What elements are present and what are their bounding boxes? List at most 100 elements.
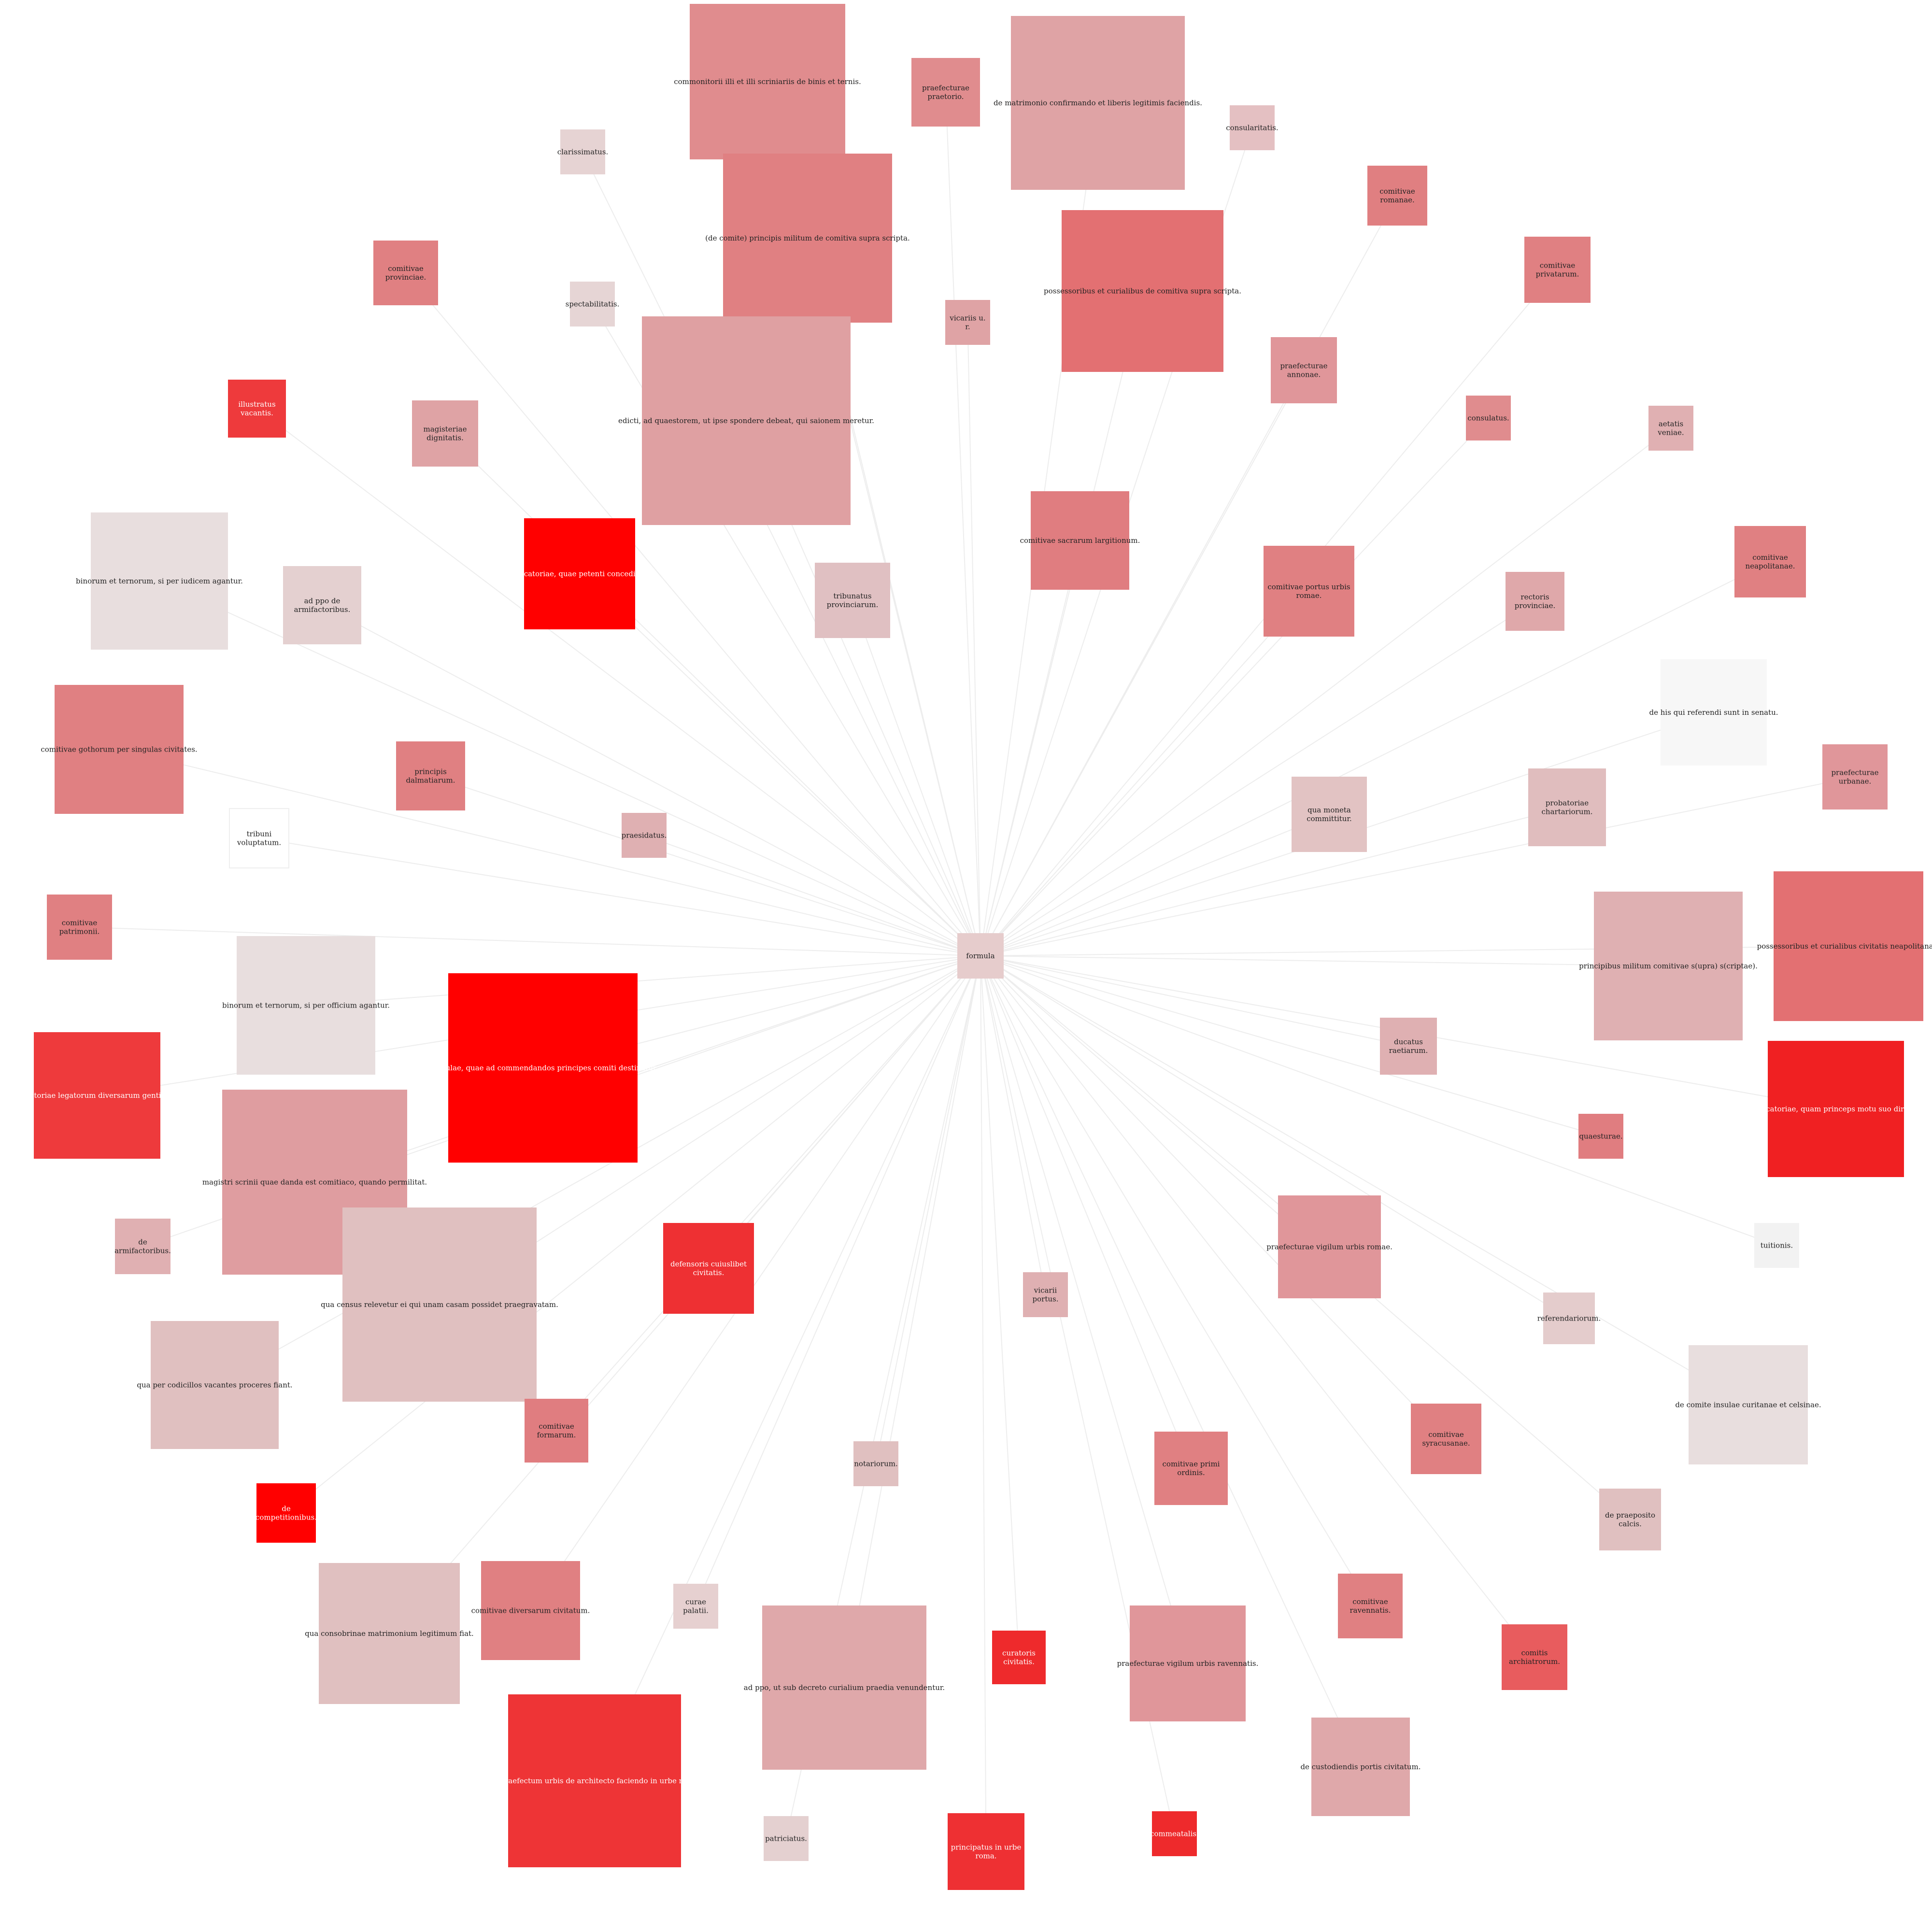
node-box xyxy=(673,1584,718,1629)
node-label: qua consobrinae matrimonium legitimum fi… xyxy=(305,1629,474,1638)
node-box xyxy=(1023,1272,1068,1317)
node-label: de his qui referendi sunt in senatu. xyxy=(1649,708,1778,717)
node-aetatis: aetatis veniae. xyxy=(1648,406,1693,451)
node-magisteriae: magisteriae dignitatis. xyxy=(412,400,478,467)
edge-formula-to-comit-syracusanae xyxy=(980,955,1447,1439)
node-label: comitivae diversarum civitatum. xyxy=(471,1606,590,1615)
node-box xyxy=(992,1631,1046,1684)
node-qua-census: qua census relevetur ei qui unam casam p… xyxy=(321,1208,558,1402)
node-label: comitivae sacrarum largitionum. xyxy=(1020,536,1140,545)
node-praef-vigilum-ravennatis: praefecturae vigilum urbis ravennatis. xyxy=(1117,1605,1258,1721)
node-box xyxy=(256,1483,316,1543)
node-box xyxy=(1152,1811,1197,1856)
edge-formula-to-comit-neapolitanae xyxy=(980,561,1771,956)
edge-formula-to-comit-primi-ordinis xyxy=(980,955,1192,1469)
edge-formula-to-praef-annonae xyxy=(980,370,1305,956)
node-box xyxy=(283,566,361,644)
node-box xyxy=(853,1441,898,1486)
node-box xyxy=(1648,406,1693,451)
edge-formula-to-principis-dalmatiarum xyxy=(430,775,981,956)
edge-formula-to-comit-provinciae xyxy=(405,272,981,956)
edge-formula-to-de-custodiendis xyxy=(980,955,1361,1767)
node-de-praeposito-calcis: de praeposito calcis. xyxy=(1599,1489,1661,1550)
node-label: principatus in urbe roma. xyxy=(951,1843,1022,1861)
node-comit-ravennatis: comitivae ravennatis. xyxy=(1338,1574,1403,1638)
node-label: comitivae formarum. xyxy=(537,1422,576,1439)
edge-formula-to-praef-vigilum-romae xyxy=(980,955,1330,1248)
node-box xyxy=(1411,1404,1481,1474)
node-de-comite-insulae: de comite insulae curitanae et celsinae. xyxy=(1675,1345,1821,1464)
node-label: evocatoriae, quae petenti conceditur. xyxy=(511,569,648,578)
node-principibus-militum: principibus militum comitivae s(upra) s(… xyxy=(1579,892,1758,1040)
edge-formula-to-ad-ppo-armif xyxy=(322,605,981,956)
node-label: magistri scrinii quae danda est comitiac… xyxy=(202,1178,427,1187)
node-label: illustratus vacantis. xyxy=(238,400,275,417)
center-node-box xyxy=(957,933,1004,979)
node-label: qua census relevetur ei qui unam casam p… xyxy=(321,1300,558,1309)
center-node-formula: formula xyxy=(957,933,1004,979)
node-label: comitivae portus urbis romae. xyxy=(1267,582,1350,600)
node-label: spectabilitatis. xyxy=(566,300,620,309)
node-label: de matrimonio confirmando et liberis leg… xyxy=(994,99,1202,107)
node-possessoribus-neapolitanae: possessoribus et curialibus civitatis ne… xyxy=(1757,871,1932,1021)
node-comit-portus: comitivae portus urbis romae. xyxy=(1264,546,1354,637)
node-consulatus: consulatus. xyxy=(1466,396,1511,440)
node-label: ad praefectum urbis de architecto facien… xyxy=(489,1776,700,1785)
node-layer: commonitorii illi et illi scriniariis de… xyxy=(19,4,1932,1890)
edge-formula-to-consulatus xyxy=(980,417,1489,956)
node-label: rectoris provinciae. xyxy=(1515,593,1556,610)
node-box xyxy=(1062,210,1223,372)
node-defensoris: defensoris cuiuslibet civitatis. xyxy=(663,1223,754,1314)
edge-formula-to-probatoriae xyxy=(980,807,1567,956)
node-label: praefecturae praetorio. xyxy=(922,84,969,101)
node-label: vicarii portus. xyxy=(1033,1286,1059,1304)
node-label: comitivae neapolitanae. xyxy=(1746,553,1795,570)
node-label: de custodiendis portis civitatum. xyxy=(1300,1762,1421,1771)
node-label: referendariorum. xyxy=(1537,1314,1601,1323)
node-label: probatoriae chartariorum. xyxy=(1542,799,1593,816)
node-label: comitivae privatarum. xyxy=(1536,261,1579,279)
node-box xyxy=(34,1032,160,1159)
node-label: (de comite) principis militum de comitiv… xyxy=(705,234,910,242)
node-label: patriciatus. xyxy=(765,1834,807,1843)
node-box xyxy=(1011,16,1185,190)
node-label: principis dalmatiarum. xyxy=(406,767,455,785)
node-tractoriae: tractoriae legatorum diversarum gentium. xyxy=(19,1032,175,1159)
node-box xyxy=(1292,777,1367,852)
node-label: de competitionibus. xyxy=(256,1505,317,1522)
node-box xyxy=(115,1219,170,1274)
node-de-custodiendis: de custodiendis portis civitatum. xyxy=(1300,1718,1421,1816)
edge-formula-to-quaesturae xyxy=(980,955,1601,1137)
edge-formula-to-vicariis-ur xyxy=(967,322,981,956)
node-label: tractoriae legatorum diversarum gentium. xyxy=(19,1091,175,1100)
node-vicariis-ur: vicariis u. r. xyxy=(945,300,990,345)
node-label: qua moneta committitur. xyxy=(1307,806,1352,823)
node-box xyxy=(525,1399,588,1463)
node-box xyxy=(1661,659,1767,766)
node-tribuni-voluptatum: tribuni voluptatum. xyxy=(229,808,289,868)
node-box xyxy=(237,936,375,1075)
node-label: de comite insulae curitanae et celsinae. xyxy=(1675,1401,1821,1409)
node-label: tribunatus provinciarum. xyxy=(827,592,879,609)
edge-formula-to-notariorum xyxy=(875,955,981,1464)
edge-formula-to-qua-per-codicillos xyxy=(214,955,981,1386)
node-box xyxy=(642,316,851,525)
edge-formula-to-comitis-archiatrorum xyxy=(980,955,1535,1658)
node-praef-vigilum-romae: praefecturae vigilum urbis romae. xyxy=(1266,1195,1392,1298)
node-spectabilitatis: spectabilitatis. xyxy=(566,282,620,327)
node-comitis-archiatrorum: comitis archiatrorum. xyxy=(1502,1624,1567,1690)
node-box xyxy=(948,1813,1024,1890)
node-label: consularitatis. xyxy=(1226,124,1278,132)
edge-formula-to-comit-gothorum xyxy=(119,749,981,956)
node-possessoribus-comitiva: possessoribus et curialibus de comitiva … xyxy=(1044,210,1241,372)
node-comit-gothorum: comitivae gothorum per singulas civitate… xyxy=(41,685,198,814)
node-praesidatus: praesidatus. xyxy=(622,813,667,858)
edge-formula-to-curae-palatii xyxy=(695,955,981,1606)
node-label: praefecturae annonae. xyxy=(1280,362,1327,379)
node-label: curae palatii. xyxy=(683,1598,709,1615)
node-box xyxy=(1154,1432,1228,1505)
node-box xyxy=(945,300,990,345)
node-box xyxy=(723,154,892,323)
node-epistulae: epistulae, quae ad commendandos principe… xyxy=(428,973,658,1163)
